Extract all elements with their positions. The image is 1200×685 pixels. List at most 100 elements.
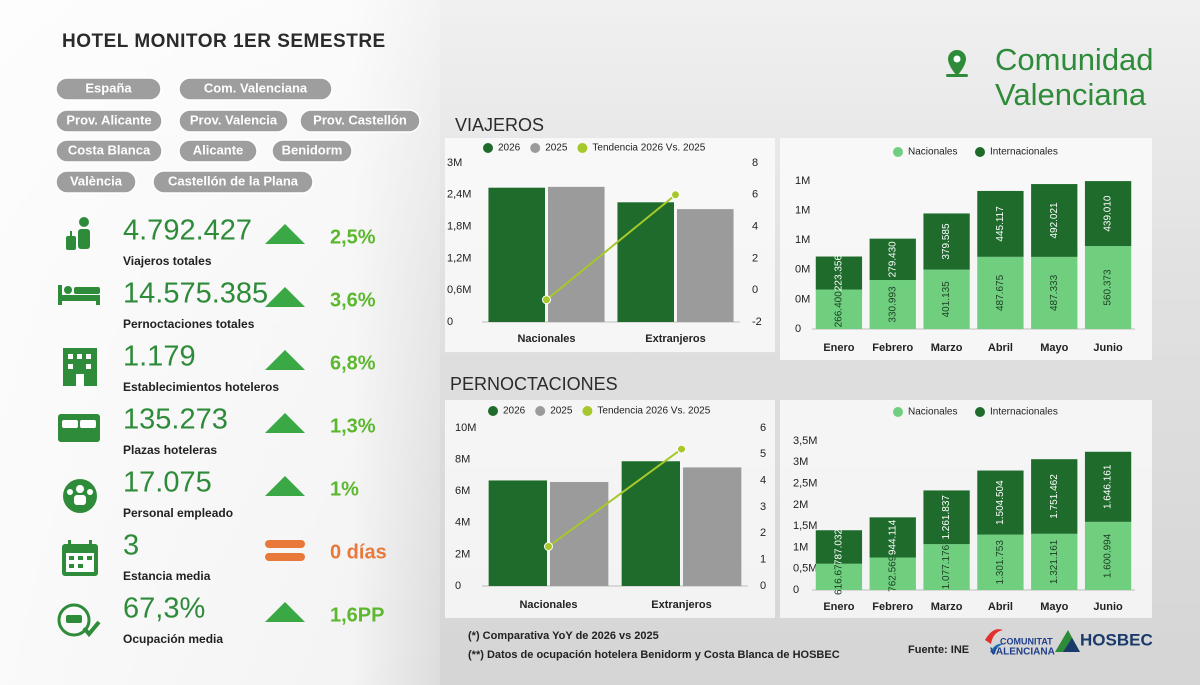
icon-traveler (66, 217, 90, 250)
legend-swatch (535, 406, 546, 416)
x-tick-label: Marzo (931, 342, 963, 354)
bar-segment (1084, 521, 1132, 590)
filter-pill[interactable] (271, 139, 353, 163)
kpi-label: Personal empleado (123, 506, 233, 520)
x-tick-label: Nacionales (517, 333, 575, 345)
kpi-change: 3,6% (330, 289, 376, 311)
value-label: 1.751.462 (1049, 474, 1060, 519)
value-label: 1.301.753 (995, 540, 1006, 585)
kpi-change: 1,3% (330, 415, 376, 437)
y-tick-label: 1,5M (793, 520, 817, 532)
filter-pill[interactable] (178, 139, 258, 163)
kpi-change: 1,6PP (330, 604, 384, 626)
bar-segment (977, 190, 1024, 257)
chart-title: PERNOCTACIONES (450, 374, 618, 394)
bar (488, 480, 547, 586)
filter-label: Alicante (193, 142, 244, 157)
bar-segment (1031, 533, 1078, 590)
y-tick-label: 3,5M (793, 435, 817, 447)
filter-pill[interactable] (55, 77, 162, 101)
kpi-value: 4.792.427 (123, 215, 252, 247)
filter-label: Prov. Valencia (190, 112, 278, 127)
y-tick-label: 0M (795, 293, 810, 305)
bar-segment (869, 517, 916, 558)
trend-point (671, 190, 680, 200)
value-label: 266.400 (834, 291, 845, 328)
y2-tick-label: 6 (752, 189, 758, 201)
filter-label: Prov. Castellón (313, 112, 407, 127)
hosbec-logo-mark (1063, 638, 1080, 652)
value-label: 1.261.837 (941, 495, 952, 540)
filter-pill[interactable] (178, 77, 333, 101)
legend-swatch (893, 147, 903, 157)
y-tick-label: 0,5M (793, 563, 817, 575)
bar-segment (1031, 256, 1078, 329)
icon-staff (63, 479, 97, 513)
bar-segment (1084, 451, 1132, 522)
y-tick-label: 0 (447, 316, 453, 328)
legend-label: Tendencia 2026 Vs. 2025 (597, 406, 710, 417)
value-label: 944.114 (887, 519, 898, 555)
equal-icon (265, 540, 305, 548)
legend-swatch (483, 143, 493, 153)
footnote: (*) Comparativa YoY de 2026 vs 2025 (468, 630, 659, 642)
kpi-change: 6,8% (330, 352, 376, 374)
value-label: 616.678 (834, 558, 845, 595)
bar-segment (815, 289, 863, 329)
legend-label: 2025 (545, 143, 568, 154)
x-tick-label: Abril (988, 342, 1013, 354)
legend-label: Nacionales (908, 147, 957, 158)
y2-tick-label: 4 (760, 475, 766, 487)
legend-swatch (488, 406, 498, 416)
value-label: 787.032 (834, 528, 845, 565)
legend-swatch (530, 143, 541, 153)
filter-label: Costa Blanca (68, 142, 151, 157)
kpi-change: 0 días (330, 541, 387, 563)
bar-segment (815, 530, 863, 564)
legend-label: Nacionales (908, 407, 957, 418)
location-icon-base (946, 74, 968, 77)
kpi-label: Establecimientos hoteleros (123, 380, 279, 394)
kpi-label: Plazas hoteleras (123, 443, 217, 457)
value-label: 560.373 (1103, 269, 1114, 306)
filter-pill[interactable] (152, 170, 314, 194)
legend-label: 2025 (550, 406, 573, 417)
value-label: 487.675 (995, 274, 1006, 311)
filter-pill[interactable] (178, 109, 289, 133)
x-tick-label: Marzo (931, 601, 963, 613)
chart-title: VIAJEROS (455, 115, 544, 135)
filter-pill[interactable] (55, 109, 163, 133)
trend-point (542, 295, 551, 305)
kpi-icons (57, 217, 101, 638)
x-tick-label: Enero (823, 342, 854, 354)
trend-line (545, 194, 677, 301)
y-tick-label: 2,4M (447, 189, 471, 201)
icon-calendar (62, 540, 98, 576)
x-tick-label: Abril (988, 601, 1013, 613)
filter-label: Castellón de la Plana (168, 173, 299, 188)
legend-label: 2026 (498, 143, 521, 154)
y2-tick-label: 0 (760, 580, 766, 592)
y2-tick-label: 4 (752, 221, 758, 233)
filter-pill[interactable] (299, 109, 421, 133)
x-tick-label: Junio (1093, 342, 1123, 354)
bar (550, 482, 609, 586)
legend-label: Tendencia 2026 Vs. 2025 (592, 143, 705, 154)
y-tick-label: 1,8M (447, 221, 471, 233)
location-icon (948, 50, 966, 76)
bar-segment (977, 256, 1024, 329)
value-label: 1.077.176 (941, 544, 952, 589)
filter-pill[interactable] (55, 170, 137, 194)
bar-segment (869, 238, 916, 281)
filter-pill[interactable] (55, 139, 163, 163)
bar-segment (1084, 246, 1132, 329)
bar-segment (923, 490, 970, 545)
region-title: Valenciana (995, 77, 1147, 112)
bar-segment (869, 557, 916, 590)
kpi-value: 67,3% (123, 593, 205, 625)
y-tick-label: 4M (455, 517, 470, 529)
location-icon-dot (953, 55, 961, 63)
x-tick-label: Febrero (872, 342, 913, 354)
y-tick-label: 2,5M (793, 477, 817, 489)
